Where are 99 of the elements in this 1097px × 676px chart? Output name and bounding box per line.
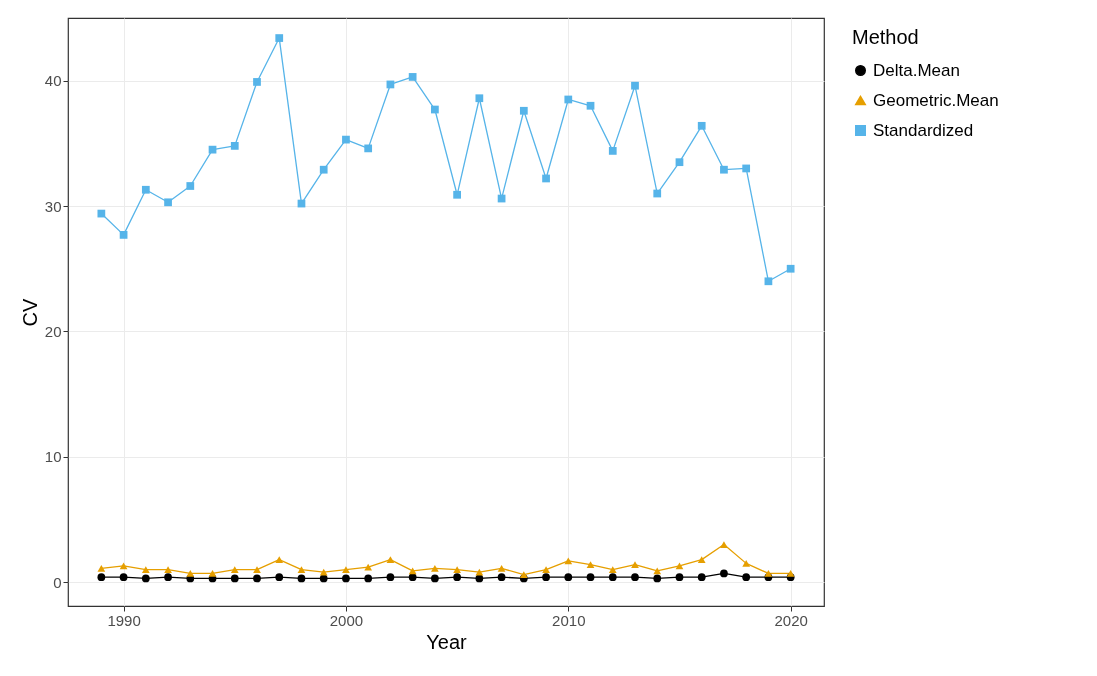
point (230, 574, 239, 583)
point (720, 541, 728, 548)
point (697, 556, 706, 563)
point (275, 573, 284, 582)
point (786, 570, 795, 577)
point (497, 573, 506, 582)
point (342, 574, 350, 583)
point (253, 78, 261, 86)
x-tick-label: 2020 (774, 611, 808, 629)
point (742, 573, 751, 582)
legend-label: Delta.Mean (873, 60, 960, 80)
point (720, 165, 728, 174)
point (675, 573, 684, 582)
point (97, 573, 106, 582)
y-tick-label: 40 (44, 72, 62, 90)
point (253, 574, 261, 583)
point (631, 81, 639, 90)
point (364, 144, 373, 153)
point (319, 568, 328, 576)
point (342, 135, 350, 144)
point (742, 560, 751, 567)
legend-label: Standardized (873, 120, 974, 140)
point (764, 277, 773, 286)
point (431, 565, 439, 572)
point (186, 570, 195, 577)
point (230, 566, 239, 573)
point (675, 562, 684, 570)
y-tick-label: 30 (44, 197, 62, 215)
point (164, 566, 172, 573)
point (720, 569, 728, 578)
point (697, 121, 706, 130)
point (408, 73, 417, 81)
point (519, 571, 528, 579)
point (119, 231, 128, 239)
point (431, 105, 439, 114)
point (697, 573, 706, 582)
x-tick-label: 2000 (329, 611, 364, 629)
point (431, 574, 439, 583)
point (230, 142, 239, 150)
point (386, 556, 395, 563)
point (275, 34, 284, 42)
point (186, 182, 195, 190)
point (453, 190, 461, 199)
point (586, 561, 595, 568)
point (97, 209, 106, 218)
y-tick-label: 10 (44, 448, 62, 466)
point (786, 264, 795, 273)
point (253, 566, 261, 573)
x-tick-label: 2010 (552, 611, 586, 629)
point (208, 145, 217, 154)
point (141, 185, 150, 194)
y-axis-title: CV (18, 297, 41, 327)
point (542, 174, 550, 183)
x-axis-title: Year (426, 630, 468, 653)
point (141, 566, 150, 573)
point (542, 566, 550, 573)
point (386, 573, 395, 582)
point (586, 573, 595, 582)
point (364, 574, 373, 583)
point (608, 573, 617, 582)
point (453, 573, 461, 582)
point (519, 106, 528, 115)
point (586, 101, 595, 110)
point (141, 574, 150, 583)
point (475, 94, 484, 103)
point (564, 573, 573, 582)
legend-label: Geometric.Mean (873, 90, 999, 110)
point (631, 561, 639, 568)
point (319, 165, 328, 174)
point (497, 565, 506, 572)
point (653, 567, 662, 575)
point (608, 147, 617, 155)
point (275, 556, 284, 563)
point (764, 570, 773, 577)
point (608, 566, 617, 573)
point (408, 573, 417, 582)
point (653, 189, 662, 198)
point (564, 95, 573, 104)
point (119, 573, 128, 582)
point (542, 573, 550, 582)
legend-title: Method (852, 26, 919, 48)
point (564, 557, 573, 565)
point (297, 574, 306, 583)
point (475, 568, 484, 576)
y-tick-label: 20 (44, 322, 62, 340)
point (297, 566, 306, 573)
point (208, 570, 217, 577)
x-tick-label: 1990 (107, 611, 141, 629)
point (164, 198, 172, 207)
point (653, 574, 662, 583)
point (453, 566, 461, 573)
point (342, 566, 350, 573)
point (631, 573, 639, 582)
point (164, 573, 172, 582)
point (675, 158, 684, 167)
y-tick-label: 0 (53, 573, 62, 591)
point (119, 562, 128, 570)
point (742, 164, 751, 173)
point (97, 565, 106, 572)
